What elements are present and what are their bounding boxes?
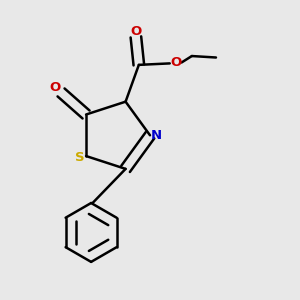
Text: O: O: [131, 25, 142, 38]
Text: O: O: [49, 81, 60, 94]
Text: N: N: [151, 129, 162, 142]
Text: O: O: [171, 56, 182, 69]
Text: S: S: [75, 151, 84, 164]
